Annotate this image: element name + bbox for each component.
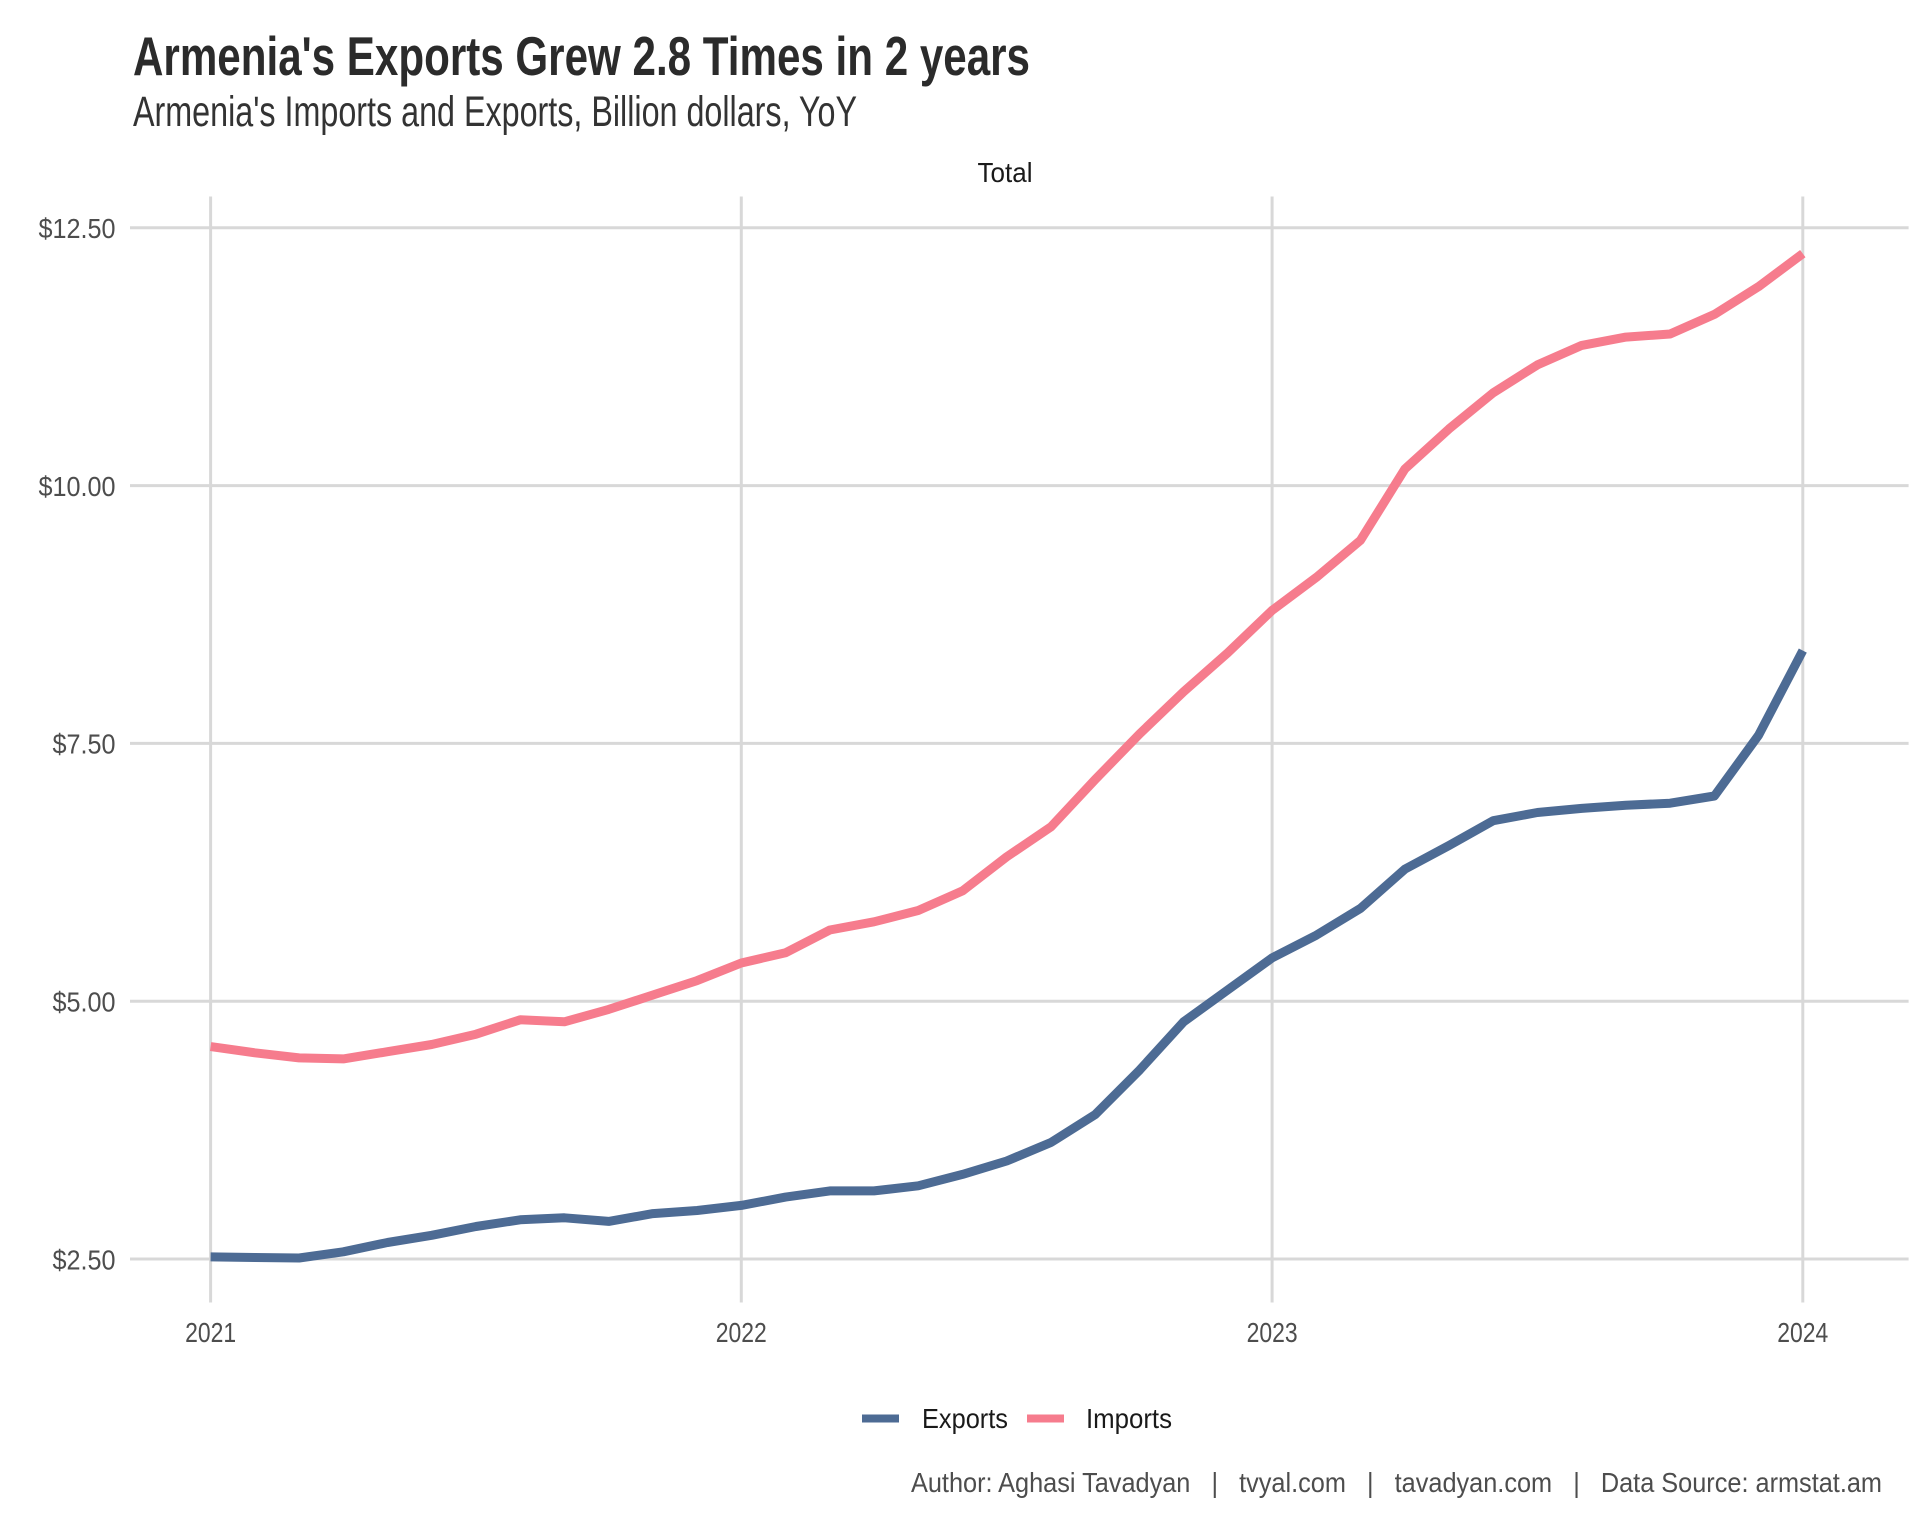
svg-text:Armenia's Exports Grew 2.8 Tim: Armenia's Exports Grew 2.8 Times in 2 ye… bbox=[133, 25, 1030, 87]
svg-text:Armenia's Imports and Exports,: Armenia's Imports and Exports, Billion d… bbox=[133, 88, 857, 136]
svg-text:Total: Total bbox=[978, 157, 1033, 188]
svg-text:$7.50: $7.50 bbox=[53, 729, 116, 760]
svg-text:2023: 2023 bbox=[1247, 1317, 1298, 1348]
svg-text:2024: 2024 bbox=[1777, 1317, 1828, 1348]
svg-text:Exports: Exports bbox=[922, 1403, 1008, 1434]
svg-text:$5.00: $5.00 bbox=[53, 987, 116, 1018]
svg-text:Imports: Imports bbox=[1086, 1403, 1172, 1434]
svg-text:$12.50: $12.50 bbox=[39, 213, 116, 244]
svg-text:Author: Aghasi Tavadyan |: Author: Aghasi Tavadyan | tvyal.com | ta… bbox=[911, 1467, 1882, 1498]
svg-text:2021: 2021 bbox=[185, 1317, 236, 1348]
svg-text:$10.00: $10.00 bbox=[39, 471, 116, 502]
svg-text:$2.50: $2.50 bbox=[53, 1244, 116, 1275]
svg-text:2022: 2022 bbox=[716, 1317, 767, 1348]
